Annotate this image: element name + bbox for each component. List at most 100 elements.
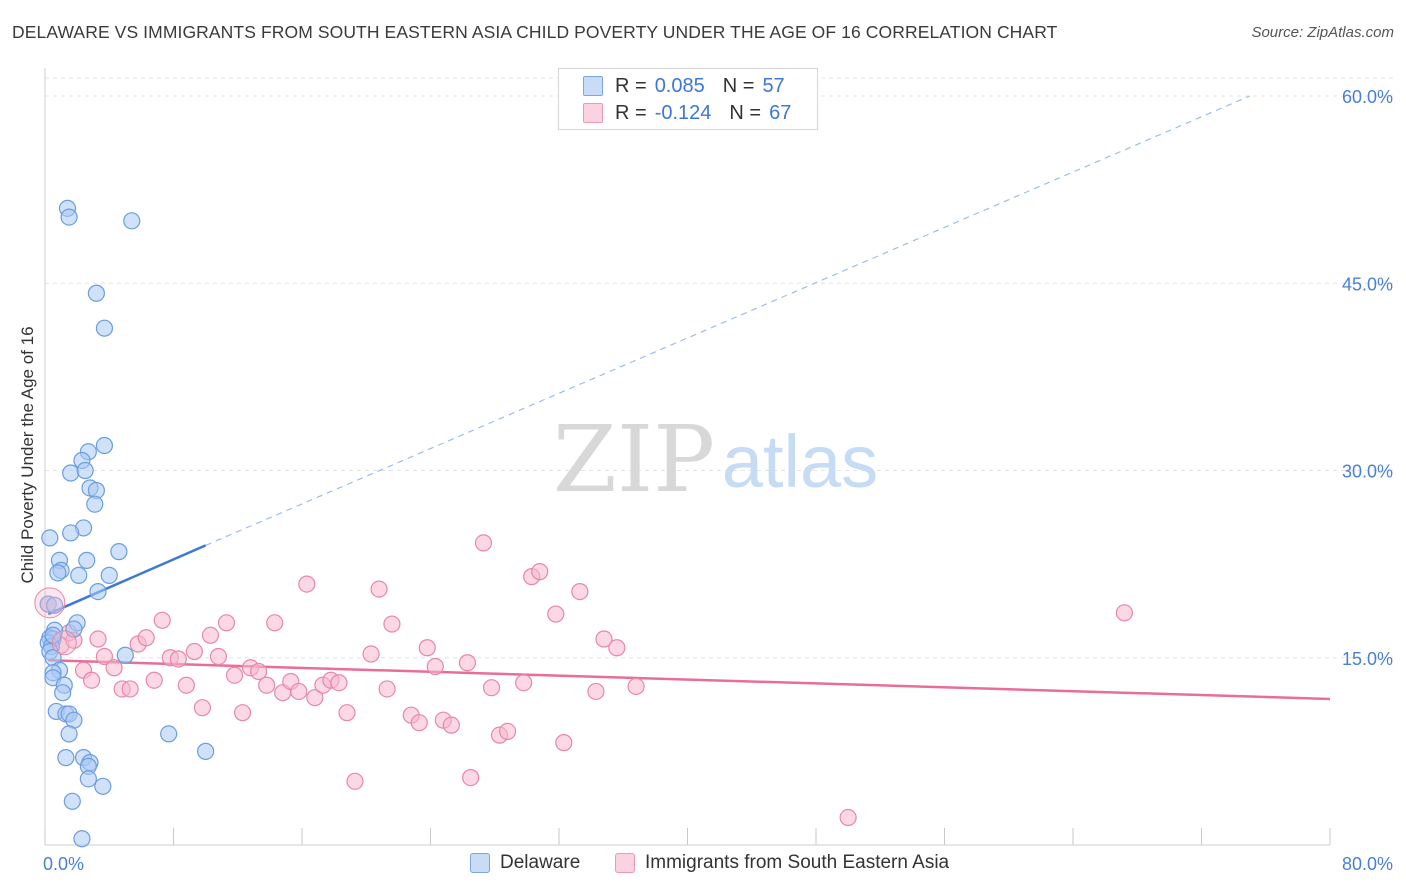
point-immigrants [378,680,396,698]
watermark-atlas: atlas [722,420,878,503]
point-delaware [110,543,128,561]
point-delaware [73,830,91,848]
point-immigrants [330,674,348,692]
point-delaware [87,284,106,302]
scatter-points [34,199,1134,848]
legend-r-value: 0.085 [654,74,705,97]
y-axis-label: Child Poverty Under the Age of 16 [18,326,37,584]
axes [44,68,1331,846]
point-delaware [94,777,112,795]
point-delaware [65,620,83,638]
watermark: ZIP atlas [553,406,878,513]
trend-line-delaware [47,544,207,616]
y-tick-label: 60.0% [1342,87,1393,107]
point-immigrants [571,582,589,601]
point-immigrants [499,722,517,741]
point-delaware [116,646,134,664]
point-immigrants [839,808,857,827]
point-immigrants [121,680,139,698]
x-tick-labels: 0.0% 80.0% [43,854,1393,874]
point-immigrants [82,671,101,689]
series-legend-delaware[interactable]: Delaware [470,852,580,874]
point-immigrants [531,563,549,581]
point-delaware [70,566,88,584]
point-immigrants [383,615,401,633]
point-immigrants [225,666,244,684]
point-immigrants [217,614,236,632]
point-delaware [44,626,62,644]
point-delaware [60,725,78,743]
point-immigrants [410,714,428,732]
point-immigrants [608,639,626,657]
series-legend-label: Delaware [500,852,581,873]
point-delaware [63,792,81,810]
y-tick-label: 45.0% [1342,274,1393,294]
point-immigrants [51,630,77,656]
point-immigrants [458,654,477,672]
point-immigrants [595,630,613,648]
y-tick-label: 30.0% [1342,462,1393,482]
point-immigrants [258,676,276,694]
point-delaware [62,524,80,542]
point-immigrants [346,772,364,790]
legend-n-value: 57 [762,74,785,97]
point-delaware [95,319,114,337]
point-immigrants [201,626,220,644]
point-immigrants [266,614,284,632]
stats-legend-row-immigrants: R = -0.124 N = 67 [583,101,791,125]
legend-n-value: 67 [769,101,792,124]
point-immigrants [34,587,66,619]
legend-n-label: N = [729,101,762,124]
legend-swatch-immigrants [615,853,635,873]
stats-legend-row-delaware: R = 0.085 N = 57 [583,74,785,98]
point-immigrants [515,674,533,692]
point-immigrants [627,677,645,696]
point-delaware [100,566,118,584]
legend-r-value: -0.124 [654,101,712,124]
point-immigrants [418,639,436,657]
point-immigrants [185,642,203,661]
stats-legend: R = 0.085 N = 57 R = -0.124 N = 67 [558,68,818,130]
trend-line-delaware-extended [205,95,1250,546]
point-delaware [41,529,59,547]
point-delaware [46,596,64,614]
point-delaware [49,564,67,582]
point-immigrants [462,768,480,787]
point-delaware [79,770,97,788]
point-immigrants [298,575,316,593]
point-immigrants [137,629,155,647]
watermark-zip: ZIP [553,406,715,513]
point-immigrants [290,682,308,701]
legend-n-label: N = [722,74,755,97]
point-delaware [197,742,215,760]
series-legend: Delaware Immigrants from South Eastern A… [0,852,1406,878]
point-delaware [78,551,96,569]
x-tick-label: 80.0% [1342,854,1393,874]
point-immigrants [587,682,605,701]
point-immigrants [306,689,324,707]
legend-swatch-immigrants [583,103,603,123]
chart-title: DELAWARE VS IMMIGRANTS FROM SOUTH EASTER… [12,22,1058,42]
y-tick-label: 15.0% [1342,649,1393,669]
point-delaware [86,495,104,513]
point-immigrants [105,659,123,677]
point-immigrants [426,657,444,676]
point-immigrants [193,699,212,717]
point-immigrants [338,704,356,722]
legend-r-label: R = [615,74,647,97]
legend-swatch-delaware [470,853,490,873]
series-legend-label: Immigrants from South Eastern Asia [645,852,950,873]
point-delaware [95,436,114,455]
point-immigrants [153,611,171,629]
point-immigrants [370,580,388,598]
point-delaware [54,684,72,702]
series-legend-immigrants[interactable]: Immigrants from South Eastern Asia [615,852,949,874]
point-immigrants [442,716,460,734]
gridlines [45,77,1393,659]
point-immigrants [95,647,114,666]
trend-lines [47,95,1331,701]
point-immigrants [177,676,195,694]
chart-source: Source: ZipAtlas.com [1251,24,1394,41]
legend-r-label: R = [615,101,647,124]
